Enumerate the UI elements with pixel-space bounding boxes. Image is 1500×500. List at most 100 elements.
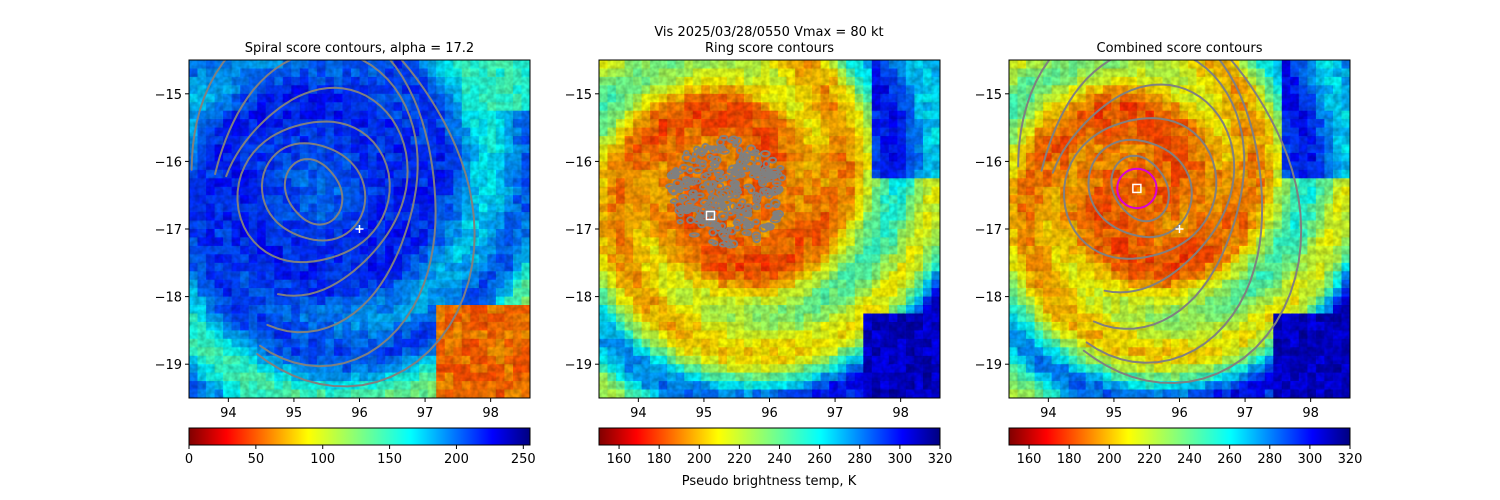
contour-fragment	[683, 149, 690, 157]
contour-fragment	[772, 212, 783, 219]
contour-fragment	[768, 156, 778, 164]
score-contours	[190, 60, 476, 388]
contour-line	[1110, 154, 1170, 223]
contour-fragment	[725, 227, 732, 233]
score-contours	[665, 134, 787, 249]
contour-fragment	[751, 231, 761, 240]
contour-fragment	[723, 185, 731, 192]
x-tick-label: 94	[220, 406, 237, 421]
contour-fragment	[692, 177, 702, 185]
contour-fragment	[776, 165, 785, 171]
contour-fragment	[736, 146, 743, 155]
contour-fragment	[685, 200, 695, 207]
contour-fragment	[714, 205, 725, 211]
contour-fragment	[732, 220, 741, 226]
contour-fragment	[709, 180, 718, 189]
colorbar-tick-label: 320	[928, 452, 953, 467]
contour-fragment	[689, 189, 698, 196]
contour-line	[256, 60, 476, 388]
contour-line	[236, 120, 391, 264]
contour-line	[1087, 138, 1193, 239]
center-square-marker	[1132, 183, 1142, 194]
x-tick-label: 96	[351, 406, 368, 421]
contour-fragment	[742, 219, 752, 227]
satellite-image	[599, 60, 940, 398]
colorbar-tick-label: 280	[847, 452, 872, 467]
contour-fragment	[752, 203, 761, 211]
contour-fragment	[748, 172, 756, 179]
contour-fragment	[686, 206, 693, 213]
colorbar-tick-label: 260	[1217, 452, 1242, 467]
contour-fragment	[687, 177, 698, 184]
x-tick-label: 95	[1106, 406, 1123, 421]
score-contours	[1017, 60, 1303, 385]
y-tick-label: −19	[155, 358, 182, 373]
contour-fragment	[713, 169, 723, 178]
colorbar-tick-label: 200	[1097, 452, 1122, 467]
colorbar-tick-label: 200	[687, 452, 712, 467]
x-tick-label: 95	[286, 406, 303, 421]
x-tick-label: 97	[827, 406, 844, 421]
y-tick-label: −15	[155, 88, 182, 103]
contour-fragment	[677, 211, 684, 218]
contour-fragment	[718, 230, 730, 239]
contour-fragment	[729, 239, 739, 249]
contour-fragment	[710, 221, 721, 228]
contour-fragment	[738, 198, 747, 206]
contour-line	[190, 60, 437, 368]
colorbar-tick-label: 220	[1137, 452, 1162, 467]
y-tick-label: −19	[975, 358, 1002, 373]
contour-fragment	[728, 173, 738, 181]
satellite-image	[189, 60, 530, 398]
first-guess-marker	[355, 225, 364, 233]
y-tick-label: −17	[565, 223, 592, 238]
contour-fragment	[742, 208, 750, 217]
contour-fragment	[752, 218, 760, 226]
contour-fragment	[688, 205, 699, 213]
colorbar-tick-label: 300	[887, 452, 912, 467]
x-tick-label: 97	[417, 406, 434, 421]
contour-fragment	[731, 193, 741, 199]
y-tick-label: −16	[565, 155, 592, 170]
contour-fragment	[669, 187, 679, 196]
contour-fragment	[674, 200, 684, 210]
contour-fragment	[715, 176, 726, 182]
contour-line	[225, 86, 409, 297]
contour-fragment	[760, 168, 770, 175]
contour-fragment	[773, 170, 783, 178]
contour-fragment	[713, 181, 725, 191]
contour-fragment	[760, 187, 770, 193]
colorbar-tick-label: 100	[310, 452, 335, 467]
panel-1: Spiral score contours, alpha = 17.2 94 95 9…	[155, 41, 536, 467]
contour-fragment	[745, 230, 752, 237]
panel-title: Combined score contours	[1097, 41, 1263, 56]
x-tick-label: 94	[1040, 406, 1057, 421]
contour-fragment	[752, 167, 761, 177]
contour-fragment	[741, 157, 750, 165]
y-tick-label: −18	[155, 291, 182, 306]
contour-fragment	[700, 172, 709, 181]
y-tick-label: −16	[155, 155, 182, 170]
x-tick-label: 96	[1171, 406, 1188, 421]
colorbar-tick-label: 220	[727, 452, 752, 467]
contour-fragment	[685, 165, 695, 175]
contour-fragment	[762, 160, 770, 168]
x-tick-label: 97	[1237, 406, 1254, 421]
contour-fragment	[759, 150, 771, 158]
contour-fragment	[699, 162, 707, 169]
panel-2: Ring score contours 94 95 96 97 98 −15 −16 −17 −1…	[565, 41, 953, 467]
colorbar-tick-label: 250	[511, 452, 536, 467]
contour-fragment	[699, 206, 708, 213]
center-square-marker	[705, 210, 716, 221]
contour-fragment	[718, 212, 729, 221]
contour-fragment	[766, 171, 777, 180]
contour-fragment	[697, 148, 707, 157]
contour-line	[1040, 60, 1246, 330]
contour-fragment	[764, 203, 773, 210]
colorbar-tick-label: 320	[1338, 452, 1363, 467]
y-tick-label: −15	[565, 88, 592, 103]
y-tick-label: −17	[155, 223, 182, 238]
x-tick-label: 98	[482, 406, 499, 421]
contour-fragment	[688, 232, 700, 238]
contour-fragment	[754, 154, 762, 162]
